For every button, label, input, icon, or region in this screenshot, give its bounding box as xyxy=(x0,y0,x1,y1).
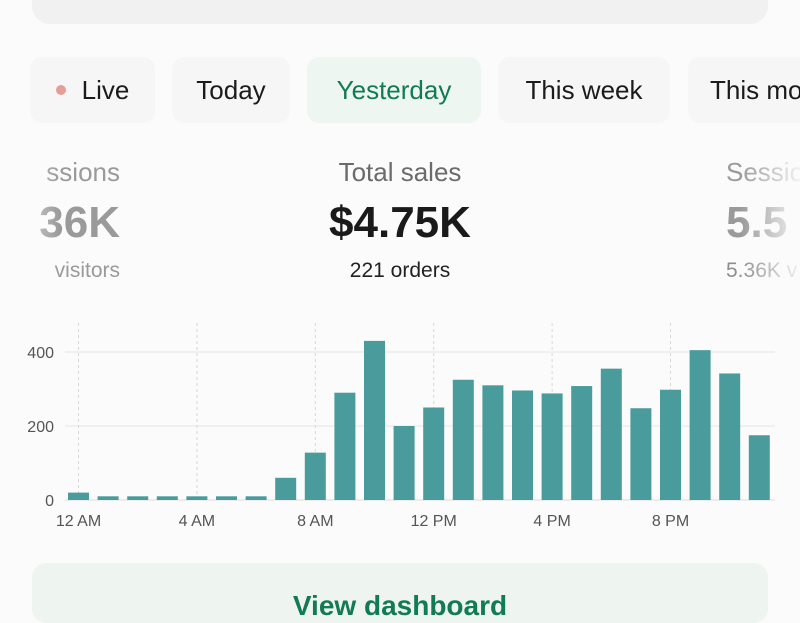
bar-6-am[interactable] xyxy=(245,496,267,500)
bar-3-pm[interactable] xyxy=(512,390,533,500)
bar-4-pm[interactable] xyxy=(541,393,563,500)
bar-7-am[interactable] xyxy=(275,477,297,500)
bar-9-am[interactable] xyxy=(334,392,356,500)
bar-2-pm[interactable] xyxy=(482,385,504,500)
live-dot-icon xyxy=(55,85,66,95)
bar-7-pm[interactable] xyxy=(630,408,652,500)
tab-yesterday-label: Yesterday xyxy=(336,74,452,105)
metric-label: Sessio xyxy=(726,157,800,187)
bar-5-am[interactable] xyxy=(216,496,237,500)
bar-9-pm[interactable] xyxy=(689,350,711,500)
bar-11-pm[interactable] xyxy=(748,435,770,500)
x-tick-label: 12 PM xyxy=(411,513,457,530)
metric-value: 5.5 xyxy=(726,198,788,247)
tab-today[interactable]: Today xyxy=(172,57,290,123)
tab-this-week[interactable]: This week xyxy=(498,57,670,123)
bar-8-am[interactable] xyxy=(304,452,326,500)
tab-today-label: Today xyxy=(196,74,266,105)
metric-sub: 5.36K v xyxy=(726,259,798,282)
x-tick-label: 12 AM xyxy=(56,513,101,530)
bar-6-pm[interactable] xyxy=(600,368,622,500)
metric-sub: 221 orders xyxy=(349,259,451,282)
bar-3-am[interactable] xyxy=(156,496,178,500)
bar-8-pm[interactable] xyxy=(660,389,681,500)
metric-label: Total sales xyxy=(338,157,462,187)
tab-live[interactable]: Live xyxy=(30,57,155,123)
bar-1-am[interactable] xyxy=(97,496,119,500)
tab-this-month[interactable]: This mo xyxy=(688,57,800,123)
bar-5-pm[interactable] xyxy=(571,386,593,500)
date-range-tabs: Live Today Yesterday This week This mo xyxy=(0,57,800,123)
view-dashboard-button[interactable]: View dashboard xyxy=(32,563,768,623)
bar-11-am[interactable] xyxy=(393,426,415,500)
x-tick-label: 4 PM xyxy=(533,513,570,530)
bar-2-am[interactable] xyxy=(127,496,149,500)
metric-label: ssions xyxy=(46,157,120,187)
bar-1-pm[interactable] xyxy=(452,379,474,500)
y-tick-label: 0 xyxy=(45,493,54,510)
metric-value: $4.75K xyxy=(329,198,471,247)
top-card xyxy=(32,0,768,24)
metric-value: 36K xyxy=(39,198,120,247)
bar-10-am[interactable] xyxy=(364,340,385,500)
x-tick-label: 8 AM xyxy=(297,513,333,530)
tab-yesterday[interactable]: Yesterday xyxy=(307,57,481,123)
sales-bar-chart[interactable]: 0 200 400 12 AM 4 AM 8 AM 12 PM 4 PM 8 PM xyxy=(0,315,800,535)
y-tick-label: 400 xyxy=(27,345,54,362)
metric-card-sessions-next[interactable]: Sessio 5.5 5.36K v xyxy=(726,155,800,285)
tab-this-week-label: This week xyxy=(525,74,643,105)
bar-12-pm[interactable] xyxy=(423,407,445,501)
tab-live-label: Live xyxy=(81,74,130,105)
view-dashboard-label: View dashboard xyxy=(292,590,508,621)
bar-4-am[interactable] xyxy=(186,496,208,500)
x-tick-label: 8 PM xyxy=(652,513,689,530)
x-tick-label: 4 AM xyxy=(179,513,215,530)
bar-10-pm[interactable] xyxy=(719,373,741,500)
metric-sub: visitors xyxy=(54,259,120,282)
y-tick-label: 200 xyxy=(27,419,54,436)
metric-card-total-sales[interactable]: Total sales $4.75K 221 orders xyxy=(220,155,580,285)
metric-card-sessions-prev[interactable]: ssions 36K visitors xyxy=(0,155,120,285)
bar-12-am[interactable] xyxy=(68,492,89,500)
tab-this-month-label: This mo xyxy=(710,74,800,105)
